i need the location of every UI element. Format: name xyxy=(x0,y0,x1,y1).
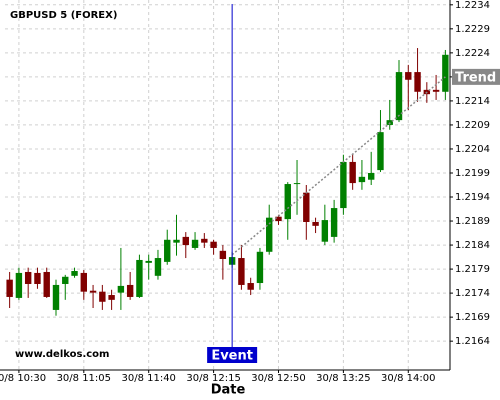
candle-body xyxy=(321,220,329,242)
y-tick-label: 1.2209 xyxy=(455,120,490,131)
x-tick-label: 30/8 10:30 xyxy=(0,373,46,384)
y-tick-label: 1.2179 xyxy=(455,264,490,275)
candle-body xyxy=(377,132,384,171)
y-tick-label: 1.2229 xyxy=(455,24,490,35)
candle-body xyxy=(367,172,375,180)
candle-body xyxy=(284,184,291,220)
candle-body xyxy=(43,271,50,297)
y-tick-label: 1.2204 xyxy=(455,144,490,155)
candle-body xyxy=(405,72,412,80)
candle-body xyxy=(358,176,366,183)
event-tag xyxy=(207,347,258,363)
candles xyxy=(6,48,449,316)
x-tick-label: 30/8 12:50 xyxy=(251,373,305,384)
y-tick-label: 1.2214 xyxy=(455,96,490,107)
event-label: Event xyxy=(211,349,253,364)
candle-body xyxy=(210,241,217,248)
candle-body xyxy=(108,295,115,300)
candle-body xyxy=(293,183,301,185)
trend-label: Trend xyxy=(455,70,496,85)
candle-body xyxy=(164,239,171,262)
candle-body xyxy=(15,272,23,298)
x-axis-title: Date xyxy=(211,383,246,398)
candle-body xyxy=(173,239,180,243)
candle-body xyxy=(34,272,41,284)
candle-body xyxy=(182,236,189,246)
candle-body xyxy=(191,239,199,248)
candle-body xyxy=(414,72,421,92)
x-tick-label: 30/8 11:40 xyxy=(121,373,175,384)
y-tick-label: 1.2169 xyxy=(455,312,490,323)
candle-body xyxy=(71,271,78,276)
y-tick-label: 1.2189 xyxy=(455,216,490,227)
candle-body xyxy=(349,161,356,184)
candle-body xyxy=(154,258,162,276)
candle-body xyxy=(303,192,310,222)
candle-body xyxy=(275,216,282,222)
candle-body xyxy=(330,208,338,237)
candle-body xyxy=(24,271,32,284)
candle-body xyxy=(432,89,440,92)
candle-body xyxy=(247,283,254,290)
candle-body xyxy=(238,258,245,285)
candle-body xyxy=(136,259,143,297)
y-tick-label: 1.2224 xyxy=(455,48,490,59)
candle-body xyxy=(312,222,319,226)
y-tick-label: 1.2194 xyxy=(455,192,490,203)
candle-body xyxy=(117,285,125,293)
candle-body xyxy=(89,290,97,293)
y-tick-label: 1.2174 xyxy=(455,288,490,299)
x-tick-label: 30/8 14:00 xyxy=(381,373,435,384)
trend-tag xyxy=(452,68,500,85)
x-tick-label: 30/8 13:25 xyxy=(316,373,370,384)
candle-body xyxy=(442,54,449,92)
candle-body xyxy=(256,251,264,284)
y-tick-label: 1.2184 xyxy=(455,240,490,251)
chart-title: GBPUSD 5 (FOREX) xyxy=(10,10,117,21)
candle-body xyxy=(219,250,227,259)
watermark: www.delkos.com xyxy=(15,349,109,360)
candle-body xyxy=(201,238,208,243)
x-tick-label: 30/8 11:05 xyxy=(57,373,111,384)
candle-body xyxy=(395,72,403,121)
candle-body xyxy=(62,276,69,284)
y-tick-label: 1.2234 xyxy=(455,0,490,11)
candle-body xyxy=(340,161,347,209)
candle-body xyxy=(99,291,106,302)
x-tick-label: 30/8 12:15 xyxy=(186,373,240,384)
candle-body xyxy=(52,284,60,310)
candle-body xyxy=(80,272,88,292)
y-tick-label: 1.2164 xyxy=(455,336,490,347)
grid xyxy=(5,0,450,370)
candle-body xyxy=(126,284,134,297)
candle-body xyxy=(145,260,152,263)
y-tick-label: 1.2199 xyxy=(455,168,490,179)
candle-body xyxy=(6,279,13,297)
candle-body xyxy=(266,217,273,252)
